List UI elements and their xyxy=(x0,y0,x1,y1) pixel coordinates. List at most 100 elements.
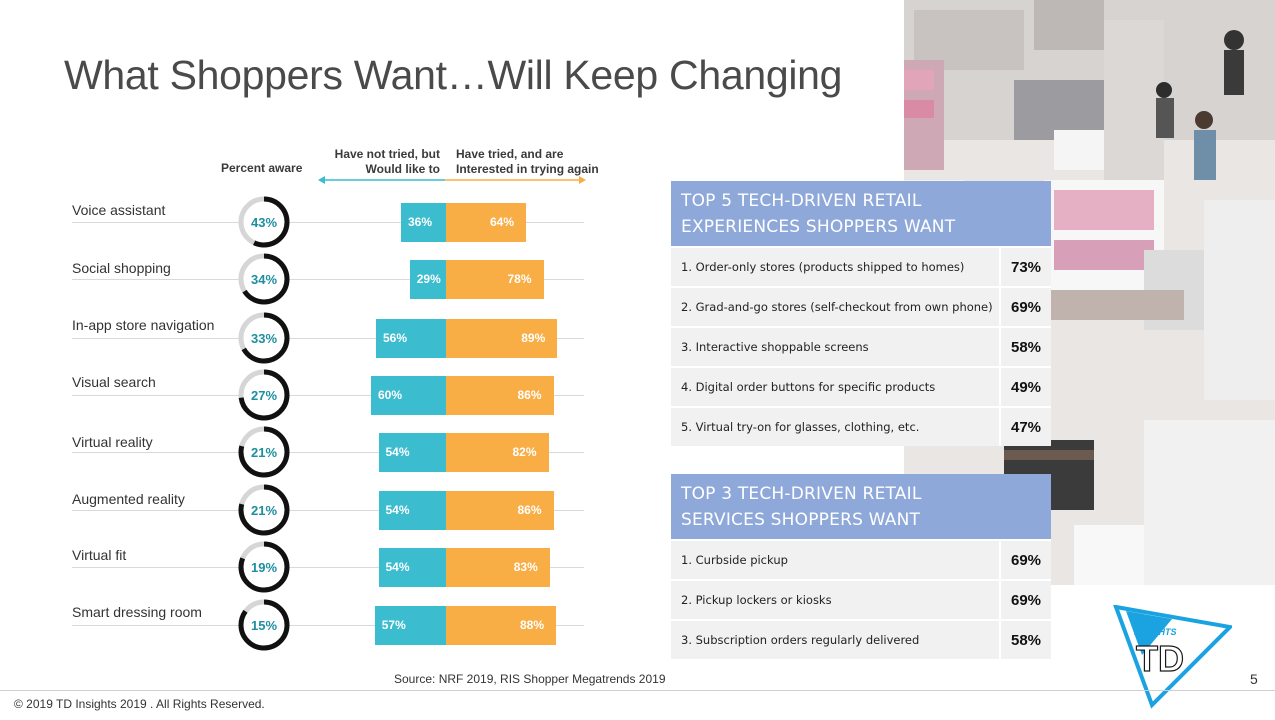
experience-row: 1. Order-only stores (products shipped t… xyxy=(671,248,1051,286)
row-gridline xyxy=(72,338,584,339)
awareness-ring: 21% xyxy=(238,484,290,536)
tried-header-line1: Have tried, and are xyxy=(456,147,564,161)
not-tried-bar xyxy=(401,202,446,242)
row-gridline xyxy=(72,279,584,280)
experiences-panel-title-line2: EXPERIENCES SHOPPERS WANT xyxy=(681,217,956,237)
category-label: Voice assistant xyxy=(72,202,166,218)
experience-row: 5. Virtual try-on for glasses, clothing,… xyxy=(671,408,1051,446)
services-panel-title-line2: SERVICES SHOPPERS WANT xyxy=(681,510,921,530)
awareness-ring: 34% xyxy=(238,253,290,305)
experience-value: 47% xyxy=(1001,408,1051,446)
tried-bar xyxy=(446,432,549,472)
service-label: 3. Subscription orders regularly deliver… xyxy=(671,621,999,659)
category-label: Social shopping xyxy=(72,260,171,276)
experience-value: 69% xyxy=(1001,288,1051,326)
category-label: Visual search xyxy=(72,374,156,390)
not-tried-value: 54% xyxy=(385,503,410,517)
awareness-ring-arc xyxy=(238,369,290,421)
logo-insights-text: INSIGHTS xyxy=(1134,627,1177,637)
not-tried-value: 29% xyxy=(416,272,441,286)
experience-label: 3. Interactive shoppable screens xyxy=(671,328,999,366)
source-note: Source: NRF 2019, RIS Shopper Megatrends… xyxy=(394,672,666,686)
not-tried-bar xyxy=(378,432,446,472)
awareness-ring-arc xyxy=(238,541,290,593)
tried-value: 82% xyxy=(512,445,537,459)
service-value: 58% xyxy=(1001,621,1051,659)
awareness-ring-arc xyxy=(238,599,290,651)
not-tried-bar xyxy=(374,605,446,645)
row-gridline xyxy=(72,625,584,626)
tried-bar xyxy=(446,490,554,530)
category-label: Virtual reality xyxy=(72,434,153,450)
tried-value: 89% xyxy=(521,331,546,345)
experience-label: 5. Virtual try-on for glasses, clothing,… xyxy=(671,408,999,446)
category-label: In-app store navigation xyxy=(72,317,215,333)
awareness-value: 34% xyxy=(251,272,277,287)
tried-bar xyxy=(446,375,554,415)
not-tried-bar xyxy=(378,490,446,530)
double-arrow-icon xyxy=(318,176,586,184)
service-row: 2. Pickup lockers or kiosks 69% xyxy=(671,581,1051,619)
tried-bar xyxy=(446,318,558,358)
awareness-value: 33% xyxy=(251,331,277,346)
awareness-ring-arc xyxy=(238,484,290,536)
tried-bar xyxy=(446,202,526,242)
tried-header-line2: Interested in trying again xyxy=(456,162,599,176)
not-tried-bar xyxy=(376,318,446,358)
services-panel-title-line1: TOP 3 TECH-DRIVEN RETAIL xyxy=(681,484,922,504)
row-gridline xyxy=(72,510,584,511)
service-value: 69% xyxy=(1001,581,1051,619)
not-tried-value: 54% xyxy=(385,560,410,574)
experience-label: 2. Grad-and-go stores (self-checkout fro… xyxy=(671,288,999,326)
tried-value: 86% xyxy=(517,503,542,517)
not-tried-header-line1: Have not tried, but xyxy=(334,147,440,161)
experiences-panel-title-line1: TOP 5 TECH-DRIVEN RETAIL xyxy=(681,191,922,211)
tried-value: 86% xyxy=(517,388,542,402)
experience-value: 58% xyxy=(1001,328,1051,366)
tried-bar xyxy=(446,259,544,299)
not-tried-value: 57% xyxy=(381,618,406,632)
not-tried-bar xyxy=(378,547,446,587)
awareness-ring: 15% xyxy=(238,599,290,651)
tried-value: 64% xyxy=(490,215,515,229)
not-tried-header-line2: Would like to xyxy=(365,162,440,176)
category-label: Smart dressing room xyxy=(72,604,202,620)
not-tried-value: 56% xyxy=(383,331,408,345)
row-gridline xyxy=(72,567,584,568)
service-row: 3. Subscription orders regularly deliver… xyxy=(671,621,1051,659)
not-tried-value: 60% xyxy=(378,388,403,402)
copyright: © 2019 TD Insights 2019 . All Rights Res… xyxy=(14,697,265,711)
awareness-ring-arc xyxy=(238,426,290,478)
experiences-panel-title: TOP 5 TECH-DRIVEN RETAIL EXPERIENCES SHO… xyxy=(671,181,1051,246)
awareness-value: 43% xyxy=(251,215,277,230)
tried-header: Have tried, and are Interested in trying… xyxy=(456,147,626,177)
experience-row: 3. Interactive shoppable screens 58% xyxy=(671,328,1051,366)
awareness-ring: 19% xyxy=(238,541,290,593)
awareness-ring: 21% xyxy=(238,426,290,478)
experiences-panel: TOP 5 TECH-DRIVEN RETAIL EXPERIENCES SHO… xyxy=(671,181,1051,446)
experience-label: 1. Order-only stores (products shipped t… xyxy=(671,248,999,286)
page-title: What Shoppers Want…Will Keep Changing xyxy=(64,52,843,98)
category-label: Virtual fit xyxy=(72,547,127,563)
tried-bar xyxy=(446,605,556,645)
awareness-ring-arc xyxy=(238,196,290,248)
awareness-ring: 43% xyxy=(238,196,290,248)
not-tried-bar xyxy=(371,375,446,415)
not-tried-value: 36% xyxy=(408,215,433,229)
not-tried-value: 54% xyxy=(385,445,410,459)
awareness-value: 21% xyxy=(251,503,277,518)
awareness-ring-arc xyxy=(238,312,290,364)
awareness-ring: 27% xyxy=(238,369,290,421)
awareness-ring-arc xyxy=(238,253,290,305)
experience-row: 4. Digital order buttons for specific pr… xyxy=(671,368,1051,406)
experience-row: 2. Grad-and-go stores (self-checkout fro… xyxy=(671,288,1051,326)
not-tried-header: Have not tried, but Would like to xyxy=(300,147,440,177)
logo-td-text: TD xyxy=(1136,638,1184,679)
awareness-value: 27% xyxy=(251,388,277,403)
awareness-value: 21% xyxy=(251,445,277,460)
service-label: 2. Pickup lockers or kiosks xyxy=(671,581,999,619)
tried-value: 83% xyxy=(513,560,538,574)
tried-bar xyxy=(446,547,550,587)
services-panel-title: TOP 3 TECH-DRIVEN RETAIL SERVICES SHOPPE… xyxy=(671,474,1051,539)
experience-value: 49% xyxy=(1001,368,1051,406)
